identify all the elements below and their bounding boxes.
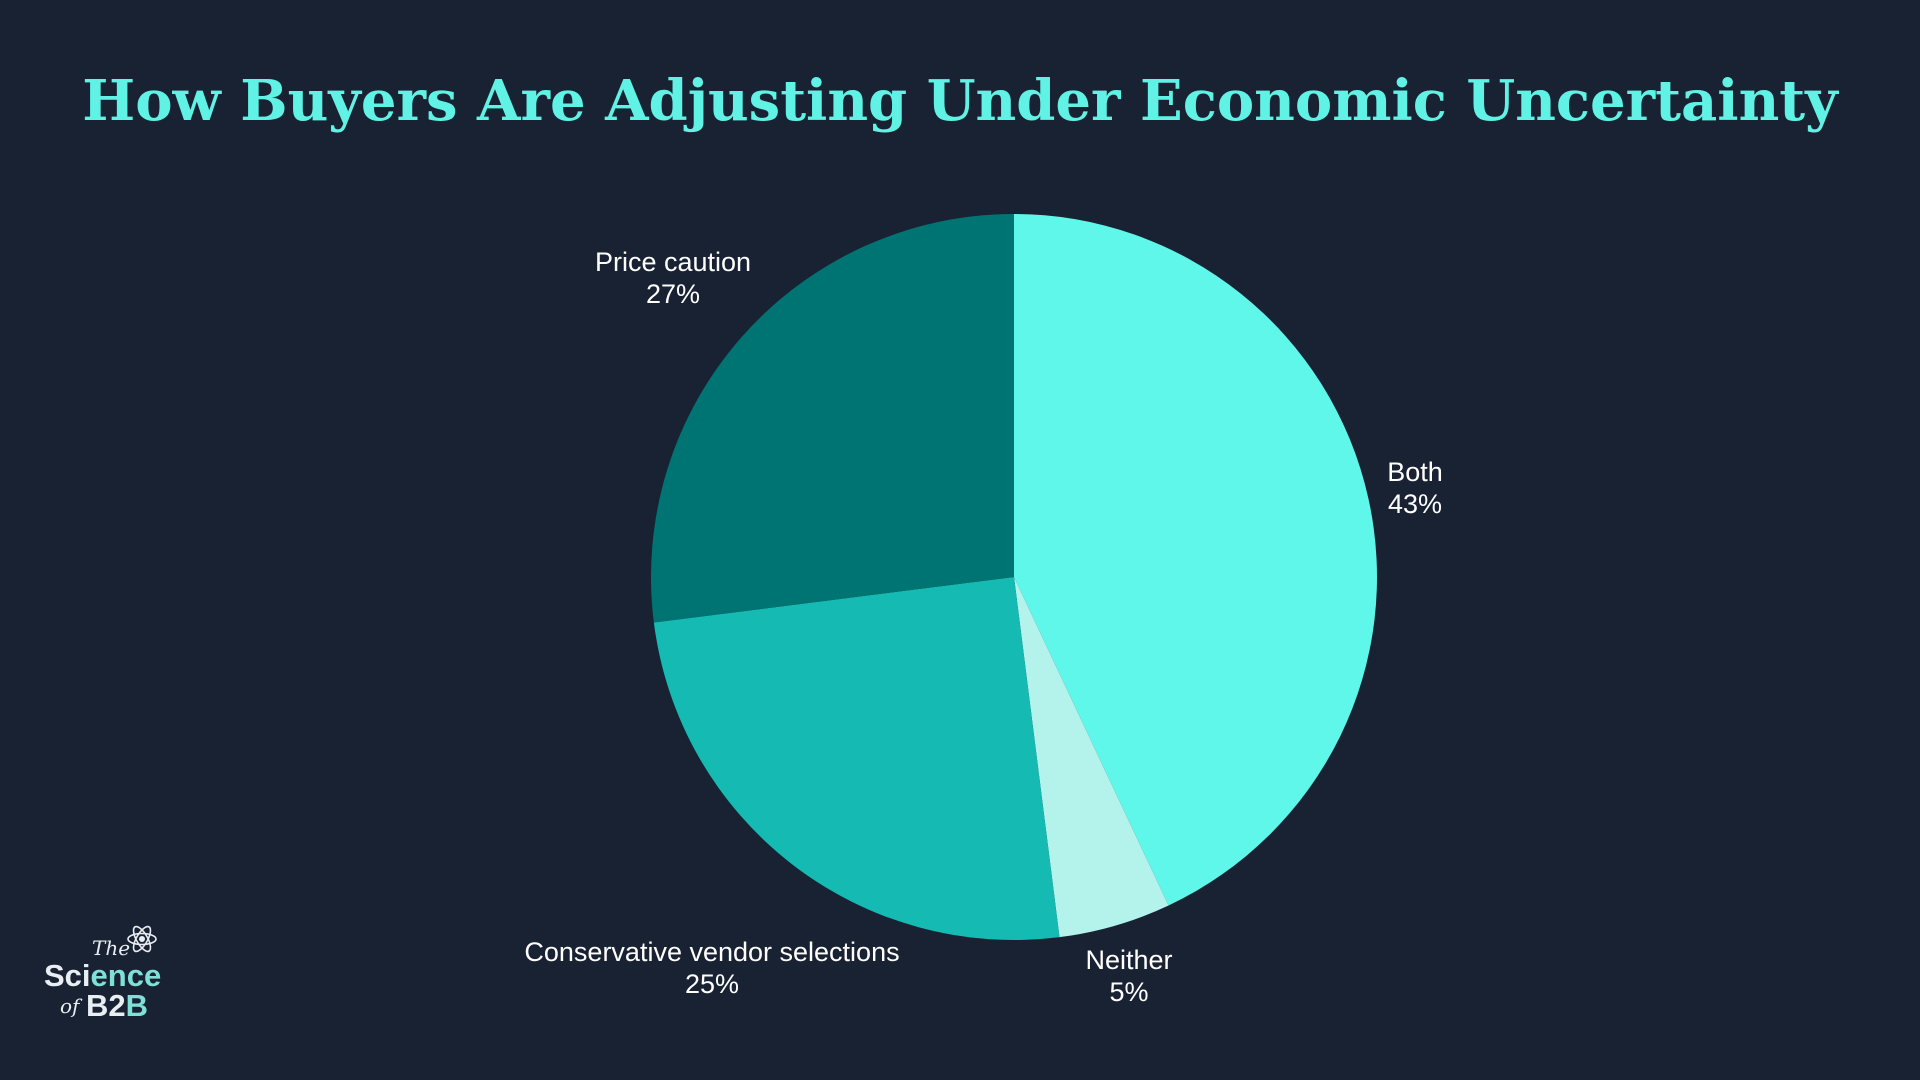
slice-label-price-caution: Price caution — [595, 247, 751, 277]
science-of-b2b-logo: The Science of B2B — [42, 922, 182, 1024]
pie-slice-conservative-vendor-selections — [653, 577, 1060, 941]
slice-value-neither: 5% — [1109, 977, 1148, 1007]
slice-label-both: Both — [1387, 457, 1443, 487]
slice-value-both: 43% — [1388, 489, 1442, 519]
slice-value-price-caution: 27% — [646, 279, 700, 309]
logo-of: of — [60, 994, 80, 1018]
slice-label-conservative-vendor-selections: Conservative vendor selections — [524, 937, 899, 967]
logo-b2b: B2B — [86, 988, 148, 1024]
atom-icon — [127, 925, 157, 953]
logo-science-accent: ence — [90, 958, 162, 993]
pie-slices — [650, 214, 1377, 941]
slice-label-neither: Neither — [1085, 945, 1172, 975]
logo-science: Science — [44, 958, 161, 994]
pie-slice-price-caution — [650, 214, 1014, 623]
logo-the: The — [92, 936, 131, 960]
chart-title: How Buyers Are Adjusting Under Economic … — [82, 68, 1838, 134]
pie-slice-both — [1014, 214, 1377, 906]
logo-b2b-main: B2 — [86, 988, 126, 1023]
pie-slice-neither — [1014, 577, 1169, 938]
slice-value-conservative-vendor-selections: 25% — [685, 969, 739, 999]
logo-science-main: Sci — [44, 958, 91, 993]
logo-b2b-accent: B — [125, 988, 149, 1023]
